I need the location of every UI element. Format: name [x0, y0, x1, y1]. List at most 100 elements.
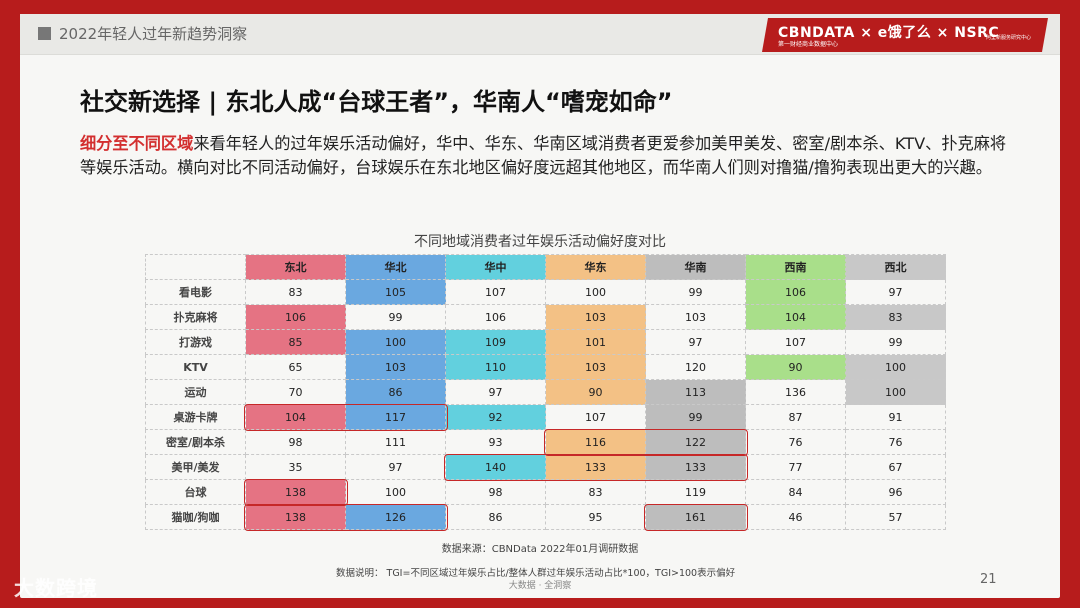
table-cell: 99 [645, 404, 746, 430]
table-cell: 84 [745, 479, 846, 505]
logo-subtitle-2: 阿里新服务研究中心 [986, 35, 1032, 41]
table-cell: 65 [245, 354, 346, 380]
watermark: 大数跨境 [14, 576, 98, 600]
data-source: 数据来源：CBNData 2022年01月调研数据 [441, 544, 639, 555]
table-cell: 83 [845, 304, 946, 330]
logo-subtitle: 第一财经商业数据中心 [778, 41, 839, 48]
table-cell: 100 [545, 279, 646, 305]
table-title: 不同地域消费者过年娱乐活动偏好度对比 [414, 234, 666, 250]
table-cell: 133 [545, 454, 646, 480]
title-square-icon [38, 27, 51, 40]
row-label: 打游戏 [145, 329, 246, 355]
col-header: 华南 [645, 254, 746, 280]
table-row: 运动 70 86 97 90 113 136 100 [145, 379, 946, 405]
page-number: 21 [980, 572, 997, 587]
table-cell: 95 [545, 504, 646, 530]
slide-card: 2022年轻人过年新趋势洞察 CBNDATA × e饿了么 × NSRC 第一财… [20, 14, 1060, 598]
table-cell: 57 [845, 504, 946, 530]
table-cell: 103 [545, 304, 646, 330]
row-label: 猫咖/狗咖 [145, 504, 246, 530]
table-cell: 99 [345, 304, 446, 330]
row-label: 台球 [145, 479, 246, 505]
table-cell: 92 [445, 404, 546, 430]
table-row: 桌游卡牌 104 117 92 107 99 87 91 [145, 404, 946, 430]
table-cell: 96 [845, 479, 946, 505]
table-cell: 98 [245, 429, 346, 455]
paragraph-highlight: 细分至不同区域 [80, 134, 194, 153]
highlight-box [643, 503, 748, 531]
table-cell: 97 [345, 454, 446, 480]
col-header: 西南 [745, 254, 846, 280]
table-cell: 100 [345, 479, 446, 505]
table-header-row: 东北 华北 华中 华东 华南 西南 西北 [145, 254, 946, 280]
table-row: 扑克麻将 106 99 106 103 103 104 83 [145, 304, 946, 330]
table-cell: 93 [445, 429, 546, 455]
table-cell: 107 [545, 404, 646, 430]
row-label: 扑克麻将 [145, 304, 246, 330]
row-label: 密室/剧本杀 [145, 429, 246, 455]
table-cell: 104 [745, 304, 846, 330]
table-corner [145, 254, 246, 280]
summary-paragraph: 细分至不同区域来看年轻人的过年娱乐活动偏好，华中、华东、华南区域消费者更爱参加美… [80, 132, 1010, 180]
highlight-box [443, 453, 748, 481]
footer-tagline: 大数据 · 全洞察 [508, 581, 572, 591]
row-label: 美甲/美发 [145, 454, 246, 480]
table-cell: 99 [645, 279, 746, 305]
table-cell: 85 [245, 329, 346, 355]
table-cell: 109 [445, 329, 546, 355]
table-cell: 97 [645, 329, 746, 355]
table-cell: 97 [445, 379, 546, 405]
highlight-box [543, 428, 748, 456]
table-cell: 138 [245, 504, 346, 530]
table-cell: 140 [445, 454, 546, 480]
table-cell: 90 [745, 354, 846, 380]
col-header: 华中 [445, 254, 546, 280]
table-cell: 87 [745, 404, 846, 430]
table-cell: 83 [545, 479, 646, 505]
table-cell: 119 [645, 479, 746, 505]
table-cell: 77 [745, 454, 846, 480]
table-row: 打游戏 85 100 109 101 97 107 99 [145, 329, 946, 355]
preference-table: 东北 华北 华中 华东 华南 西南 西北 看电影 83 105 107 100 99 106 97 扑克麻将… [145, 254, 946, 530]
table-cell: 106 [245, 304, 346, 330]
table-cell: 104 [245, 404, 346, 430]
table-cell: 99 [845, 329, 946, 355]
table-cell: 98 [445, 479, 546, 505]
table-cell: 97 [845, 279, 946, 305]
table-cell: 91 [845, 404, 946, 430]
table-cell: 103 [345, 354, 446, 380]
table-cell: 126 [345, 504, 446, 530]
partner-logos: CBNDATA × e饿了么 × NSRC [778, 25, 1000, 41]
table-row: 看电影 83 105 107 100 99 106 97 [145, 279, 946, 305]
table-cell: 107 [745, 329, 846, 355]
col-header: 西北 [845, 254, 946, 280]
table-cell: 113 [645, 379, 746, 405]
table-cell: 76 [745, 429, 846, 455]
col-header: 华北 [345, 254, 446, 280]
row-label: 桌游卡牌 [145, 404, 246, 430]
table-cell: 138 [245, 479, 346, 505]
highlight-box [243, 403, 448, 431]
table-cell: 35 [245, 454, 346, 480]
table-cell: 83 [245, 279, 346, 305]
table-cell: 110 [445, 354, 546, 380]
table-cell: 161 [645, 504, 746, 530]
table-cell: 86 [345, 379, 446, 405]
table-cell: 103 [645, 304, 746, 330]
table-cell: 120 [645, 354, 746, 380]
row-label: 看电影 [145, 279, 246, 305]
table-cell: 86 [445, 504, 546, 530]
table-row: 密室/剧本杀 98 111 93 116 122 76 76 [145, 429, 946, 455]
table-cell: 46 [745, 504, 846, 530]
table-cell: 100 [845, 379, 946, 405]
table-cell: 122 [645, 429, 746, 455]
highlight-box [243, 478, 348, 506]
table-cell: 67 [845, 454, 946, 480]
row-label: KTV [145, 354, 246, 380]
highlight-box [243, 503, 448, 531]
table-cell: 100 [345, 329, 446, 355]
row-label: 运动 [145, 379, 246, 405]
table-row: 美甲/美发 35 97 140 133 133 77 67 [145, 454, 946, 480]
data-note: 数据说明： TGI=不同区域过年娱乐占比/整体人群过年娱乐活动占比*100，TG… [336, 568, 736, 579]
